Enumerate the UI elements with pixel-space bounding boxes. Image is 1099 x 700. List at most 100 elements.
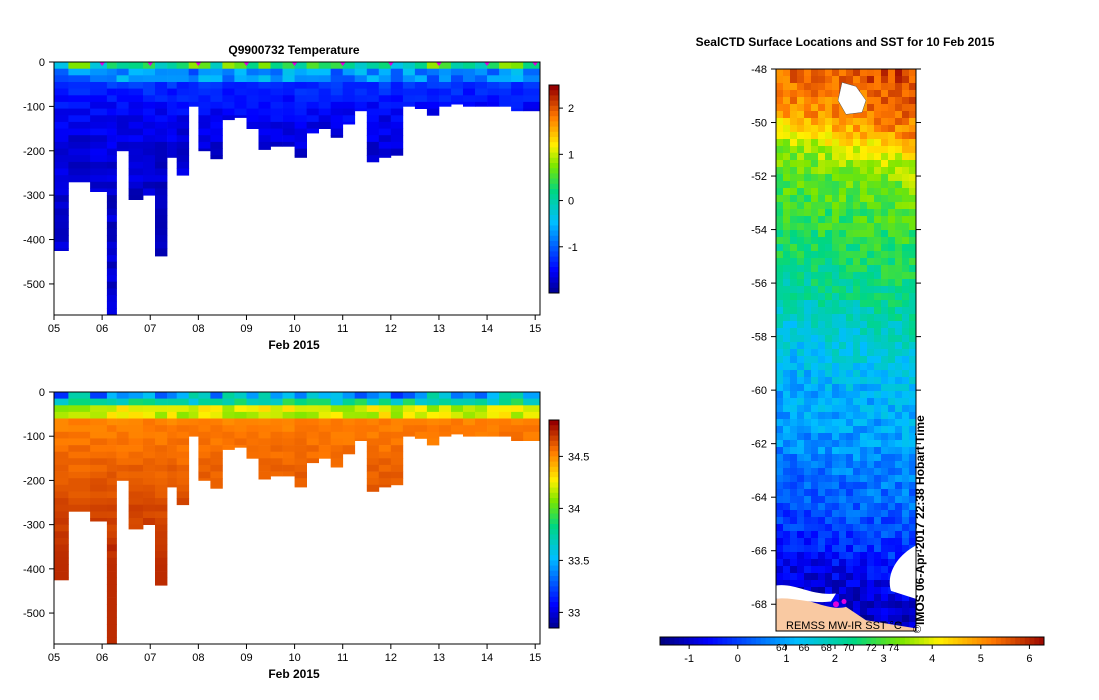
- sst-cell: [839, 272, 847, 280]
- sst-cell: [797, 237, 805, 245]
- sst-cell: [853, 223, 861, 231]
- data-cell: [439, 68, 452, 76]
- sst-cell: [874, 594, 882, 602]
- sst-cell: [783, 104, 791, 112]
- data-cell: [155, 531, 168, 539]
- sst-cell: [783, 566, 791, 574]
- sst-cell: [902, 622, 910, 630]
- sst-cell: [783, 237, 791, 245]
- colorbar-segment: [909, 637, 915, 645]
- data-cell: [210, 445, 223, 453]
- colorbar-segment: [549, 126, 559, 133]
- sst-cell: [895, 139, 903, 147]
- data-cell: [222, 411, 235, 419]
- sst-cell: [818, 412, 826, 420]
- data-cell: [128, 161, 144, 169]
- sst-cell: [832, 489, 840, 497]
- sst-cell: [839, 181, 847, 189]
- sst-cell: [804, 461, 812, 469]
- sst-cell: [874, 293, 882, 301]
- sst-cell: [790, 405, 798, 413]
- data-cell: [306, 68, 319, 76]
- data-cell: [155, 75, 168, 83]
- sst-cell: [874, 195, 882, 203]
- sst-cell: [909, 405, 917, 413]
- sst-cell: [895, 279, 903, 287]
- data-cell: [451, 75, 464, 83]
- data-cell: [176, 62, 190, 70]
- sst-cell: [860, 461, 868, 469]
- lat-tick-label: -54: [751, 225, 767, 237]
- sst-cell: [860, 209, 868, 217]
- data-cell: [294, 88, 307, 96]
- data-cell: [128, 471, 144, 479]
- sst-cell: [846, 216, 854, 224]
- sst-cell: [783, 90, 791, 98]
- sst-cell: [797, 265, 805, 273]
- sst-cell: [909, 314, 917, 322]
- sst-cell: [846, 545, 854, 553]
- data-cell: [143, 504, 156, 512]
- colorbar-tick-label: 33.5: [568, 555, 589, 567]
- data-cell: [475, 95, 488, 103]
- data-cell: [258, 95, 271, 103]
- data-cell: [426, 418, 440, 426]
- colorbar-segment: [549, 539, 559, 546]
- sst-cell: [839, 160, 847, 168]
- data-cell: [463, 88, 476, 96]
- data-cell: [378, 135, 392, 143]
- colorbar-segment: [756, 637, 762, 645]
- colorbar-segment: [770, 637, 776, 645]
- profile-marker: [291, 62, 298, 66]
- colorbar-segment: [549, 246, 559, 252]
- data-cell: [282, 101, 295, 109]
- colorbar-segment: [549, 565, 559, 572]
- sst-cell: [867, 132, 875, 140]
- data-cell: [475, 398, 488, 406]
- x-tick-label: 06: [96, 652, 108, 664]
- sst-cell: [853, 265, 861, 273]
- data-cell: [294, 445, 307, 453]
- sst-cell: [811, 349, 819, 357]
- sst-cell: [874, 139, 882, 147]
- sst-cell: [860, 356, 868, 364]
- data-cell: [270, 471, 283, 477]
- data-cell: [198, 95, 211, 103]
- data-cell: [128, 484, 144, 492]
- data-cell: [342, 451, 356, 455]
- sst-cell: [832, 524, 840, 532]
- data-cell: [439, 95, 452, 103]
- data-cell: [270, 95, 283, 103]
- sst-cell: [888, 160, 896, 168]
- sst-cell: [797, 531, 805, 539]
- sst-cell: [811, 97, 819, 105]
- data-cell: [167, 411, 178, 419]
- sst-cell: [853, 573, 861, 581]
- data-cell: [90, 445, 108, 453]
- colorbar-segment: [549, 524, 559, 530]
- data-cell: [222, 418, 235, 426]
- data-cell: [270, 88, 283, 96]
- sst-cell: [846, 286, 854, 294]
- colorbar-segment: [549, 586, 559, 593]
- data-cell: [54, 458, 69, 466]
- sst-cell: [776, 321, 784, 329]
- profile-marker: [243, 62, 250, 66]
- sst-cell: [846, 496, 854, 504]
- data-cell: [54, 551, 69, 559]
- data-cell: [306, 411, 319, 419]
- data-cell: [258, 478, 271, 480]
- colorbar-segment: [818, 637, 824, 645]
- data-cell: [366, 398, 380, 406]
- sst-cell: [839, 559, 847, 567]
- sst-cell: [888, 461, 896, 469]
- data-cell: [155, 175, 168, 183]
- sst-cell: [790, 167, 798, 175]
- sst-cell: [811, 223, 819, 231]
- sst-cell: [811, 559, 819, 567]
- sst-cell: [832, 594, 840, 602]
- y-tick-label: -400: [23, 235, 45, 247]
- data-cell: [402, 398, 416, 406]
- colorbar-segment: [1000, 637, 1007, 645]
- data-cell: [378, 458, 392, 466]
